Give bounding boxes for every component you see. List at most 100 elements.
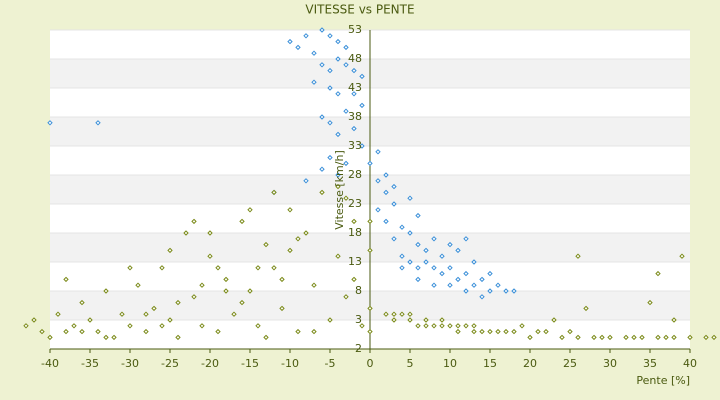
data-point — [647, 299, 653, 306]
x-tick-label: -30 — [121, 357, 139, 370]
data-point — [351, 125, 357, 132]
data-point — [351, 91, 357, 97]
data-point — [415, 323, 421, 329]
data-point — [351, 67, 357, 74]
data-point — [383, 311, 389, 317]
data-point — [591, 334, 597, 341]
data-point — [471, 282, 477, 288]
data-point — [391, 201, 397, 207]
x-tick-label: -40 — [41, 357, 59, 370]
data-point — [423, 259, 429, 265]
data-point — [423, 317, 429, 323]
y-tick-label: 33 — [348, 139, 362, 152]
data-point — [471, 328, 477, 335]
x-tick-label: 15 — [483, 357, 497, 370]
data-point — [231, 311, 237, 317]
data-point — [263, 241, 269, 248]
data-point — [167, 247, 173, 254]
y-tick-label: 38 — [348, 110, 362, 123]
data-point — [303, 230, 309, 236]
data-point — [311, 282, 317, 288]
x-tick-label: 35 — [643, 357, 657, 370]
data-point — [127, 265, 133, 271]
data-point — [319, 114, 325, 120]
data-point — [391, 317, 397, 323]
data-point — [351, 276, 357, 283]
data-point — [343, 294, 349, 300]
data-point — [295, 236, 301, 242]
x-tick-label: 30 — [603, 357, 617, 370]
data-point — [359, 73, 365, 80]
data-point — [399, 265, 405, 271]
data-point — [239, 218, 245, 225]
data-point — [343, 62, 349, 68]
data-point — [503, 328, 509, 335]
data-point — [159, 265, 165, 271]
data-point — [311, 79, 317, 85]
y-tick-label: 48 — [348, 52, 362, 65]
data-point — [359, 143, 365, 149]
data-point — [487, 270, 493, 277]
data-point — [439, 270, 445, 277]
x-tick-label: 25 — [563, 357, 577, 370]
data-point — [319, 189, 325, 196]
data-point — [327, 317, 333, 323]
y-tick-label: 43 — [348, 81, 362, 94]
data-point — [367, 160, 373, 167]
data-point — [351, 218, 357, 225]
data-point — [671, 334, 677, 341]
x-tick-label: 20 — [523, 357, 537, 370]
data-point — [567, 328, 573, 335]
data-point — [287, 38, 293, 45]
data-point — [279, 305, 285, 312]
data-point — [367, 247, 373, 254]
data-point — [575, 334, 581, 341]
data-point — [367, 305, 373, 312]
data-point — [407, 259, 413, 265]
data-point — [551, 317, 557, 323]
data-point — [79, 328, 85, 335]
data-point — [559, 334, 565, 341]
data-point — [415, 241, 421, 248]
data-point — [407, 317, 413, 323]
data-point — [47, 120, 53, 126]
data-point — [55, 311, 61, 317]
data-point — [335, 91, 341, 97]
data-point — [143, 311, 149, 317]
data-point — [423, 247, 429, 254]
data-point — [455, 323, 461, 329]
data-point — [103, 288, 109, 294]
data-point — [391, 311, 397, 317]
x-tick-label: -20 — [201, 357, 219, 370]
data-point — [23, 323, 29, 329]
data-point — [95, 328, 101, 335]
data-point — [255, 265, 261, 271]
data-point — [287, 247, 293, 254]
data-point — [367, 328, 373, 335]
data-point — [711, 334, 717, 341]
data-point — [215, 265, 221, 271]
data-point — [431, 265, 437, 271]
data-point — [703, 334, 709, 341]
data-point — [383, 172, 389, 178]
data-point — [687, 334, 693, 341]
data-point — [623, 334, 629, 341]
data-point — [151, 305, 157, 312]
data-point — [455, 328, 461, 335]
data-point — [391, 236, 397, 242]
data-point — [439, 253, 445, 259]
data-point — [79, 299, 85, 306]
data-point — [63, 276, 69, 283]
data-point — [471, 323, 477, 329]
x-tick-label: 5 — [407, 357, 414, 370]
data-point — [543, 328, 549, 335]
y-tick-label: 3 — [355, 313, 362, 326]
data-point — [175, 334, 181, 341]
data-point — [31, 317, 37, 323]
data-point — [479, 328, 485, 335]
data-point — [343, 195, 349, 201]
data-point — [335, 38, 341, 45]
data-point — [463, 270, 469, 277]
data-point — [167, 317, 173, 323]
data-point — [103, 334, 109, 341]
